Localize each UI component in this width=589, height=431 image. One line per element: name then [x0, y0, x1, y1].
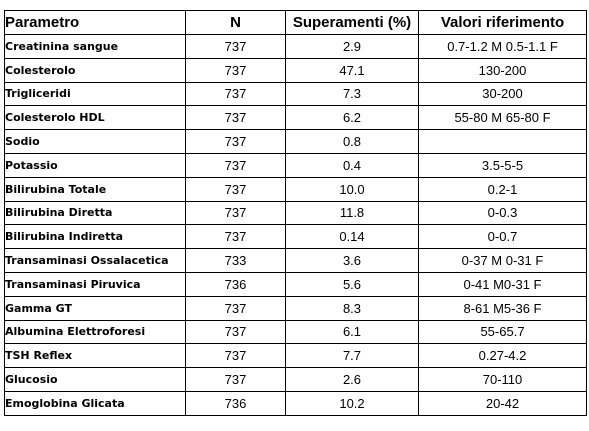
cell-valori-riferimento: 0.27-4.2 — [418, 343, 587, 369]
cell-valori-riferimento: 55-80 M 65-80 F — [418, 105, 587, 131]
cell-valori-riferimento: 0.7-1.2 M 0.5-1.1 F — [418, 34, 587, 59]
cell-n: 733 — [185, 248, 286, 273]
cell-parametro: Bilirubina Indiretta — [4, 224, 186, 250]
cell-superamenti: 2.6 — [285, 367, 419, 392]
cell-valori-riferimento: 55-65.7 — [418, 319, 587, 345]
table-row: Emoglobina Glicata 736 10.2 20-42 — [4, 390, 587, 416]
table-row: Albumina Elettroforesi 737 6.1 55-65.7 — [4, 319, 587, 345]
cell-n: 737 — [185, 295, 286, 321]
cell-n: 737 — [185, 200, 286, 226]
cell-parametro: Sodio — [4, 129, 186, 154]
table-row: Transaminasi Ossalacetica 733 3.6 0-37 M… — [4, 248, 587, 273]
cell-parametro: Bilirubina Totale — [4, 176, 186, 202]
cell-valori-riferimento: 0-41 M0-31 F — [418, 271, 587, 297]
cell-n: 737 — [185, 152, 286, 178]
cell-valori-riferimento: 20-42 — [418, 390, 587, 416]
cell-valori-riferimento: 3.5-5-5 — [418, 152, 587, 178]
table-row: Sodio 737 0.8 — [4, 129, 587, 154]
table-body: Creatinina sangue 737 2.9 0.7-1.2 M 0.5-… — [4, 34, 587, 416]
cell-n: 737 — [185, 343, 286, 369]
table-row: Potassio 737 0.4 3.5-5-5 — [4, 152, 587, 178]
cell-valori-riferimento: 8-61 M5-36 F — [418, 295, 587, 321]
cell-n: 737 — [185, 105, 286, 131]
table-row: Transaminasi Piruvica 736 5.6 0-41 M0-31… — [4, 271, 587, 297]
cell-parametro: Trigliceridi — [4, 81, 186, 107]
cell-parametro: Bilirubina Diretta — [4, 200, 186, 226]
cell-n: 737 — [185, 224, 286, 250]
cell-superamenti: 0.14 — [285, 224, 419, 250]
cell-parametro: Emoglobina Glicata — [4, 390, 186, 416]
cell-parametro: Albumina Elettroforesi — [4, 319, 186, 345]
cell-n: 737 — [185, 57, 286, 83]
table-row: Colesterolo 737 47.1 130-200 — [4, 57, 587, 83]
cell-valori-riferimento: 130-200 — [418, 57, 587, 83]
cell-parametro: Transaminasi Piruvica — [4, 271, 186, 297]
cell-n: 737 — [185, 319, 286, 345]
table-row: Bilirubina Diretta 737 11.8 0-0.3 — [4, 200, 587, 226]
cell-valori-riferimento: 0.2-1 — [418, 176, 587, 202]
header-parametro: Parametro — [4, 10, 186, 35]
cell-valori-riferimento: 30-200 — [418, 81, 587, 107]
cell-valori-riferimento: 0-0.7 — [418, 224, 587, 250]
cell-parametro: Creatinina sangue — [4, 34, 186, 59]
cell-n: 737 — [185, 81, 286, 107]
cell-superamenti: 6.2 — [285, 105, 419, 131]
cell-superamenti: 0.4 — [285, 152, 419, 178]
cell-superamenti: 10.0 — [285, 176, 419, 202]
cell-superamenti: 8.3 — [285, 295, 419, 321]
cell-parametro: Glucosio — [4, 367, 186, 392]
header-n: N — [185, 10, 286, 35]
table-row: Colesterolo HDL 737 6.2 55-80 M 65-80 F — [4, 105, 587, 131]
cell-valori-riferimento: 70-110 — [418, 367, 587, 392]
table-header: Parametro N Superamenti (%) Valori rifer… — [4, 10, 587, 35]
table-row: Bilirubina Indiretta 737 0.14 0-0.7 — [4, 224, 587, 250]
cell-parametro: Colesterolo — [4, 57, 186, 83]
cell-superamenti: 47.1 — [285, 57, 419, 83]
cell-superamenti: 2.9 — [285, 34, 419, 59]
table-row: Glucosio 737 2.6 70-110 — [4, 367, 587, 392]
table-row: Trigliceridi 737 7.3 30-200 — [4, 81, 587, 107]
cell-n: 737 — [185, 129, 286, 154]
cell-parametro: Gamma GT — [4, 295, 186, 321]
cell-n: 736 — [185, 271, 286, 297]
cell-superamenti: 7.7 — [285, 343, 419, 369]
cell-parametro: Colesterolo HDL — [4, 105, 186, 131]
table-row: Gamma GT 737 8.3 8-61 M5-36 F — [4, 295, 587, 321]
cell-superamenti: 0.8 — [285, 129, 419, 154]
cell-superamenti: 3.6 — [285, 248, 419, 273]
cell-valori-riferimento — [418, 129, 587, 154]
table-row: TSH Reflex 737 7.7 0.27-4.2 — [4, 343, 587, 369]
header-row: Parametro N Superamenti (%) Valori rifer… — [4, 10, 587, 35]
cell-valori-riferimento: 0-37 M 0-31 F — [418, 248, 587, 273]
cell-superamenti: 7.3 — [285, 81, 419, 107]
cell-n: 737 — [185, 34, 286, 59]
cell-valori-riferimento: 0-0.3 — [418, 200, 587, 226]
table-row: Creatinina sangue 737 2.9 0.7-1.2 M 0.5-… — [4, 34, 587, 59]
header-superamenti: Superamenti (%) — [285, 10, 419, 35]
table-row: Bilirubina Totale 737 10.0 0.2-1 — [4, 176, 587, 202]
cell-parametro: TSH Reflex — [4, 343, 186, 369]
cell-superamenti: 5.6 — [285, 271, 419, 297]
cell-n: 736 — [185, 390, 286, 416]
cell-n: 737 — [185, 367, 286, 392]
cell-superamenti: 10.2 — [285, 390, 419, 416]
lab-results-table: Parametro N Superamenti (%) Valori rifer… — [4, 10, 587, 416]
cell-n: 737 — [185, 176, 286, 202]
cell-parametro: Potassio — [4, 152, 186, 178]
cell-superamenti: 6.1 — [285, 319, 419, 345]
cell-parametro: Transaminasi Ossalacetica — [4, 248, 186, 273]
cell-superamenti: 11.8 — [285, 200, 419, 226]
header-valori-riferimento: Valori riferimento — [418, 10, 587, 35]
